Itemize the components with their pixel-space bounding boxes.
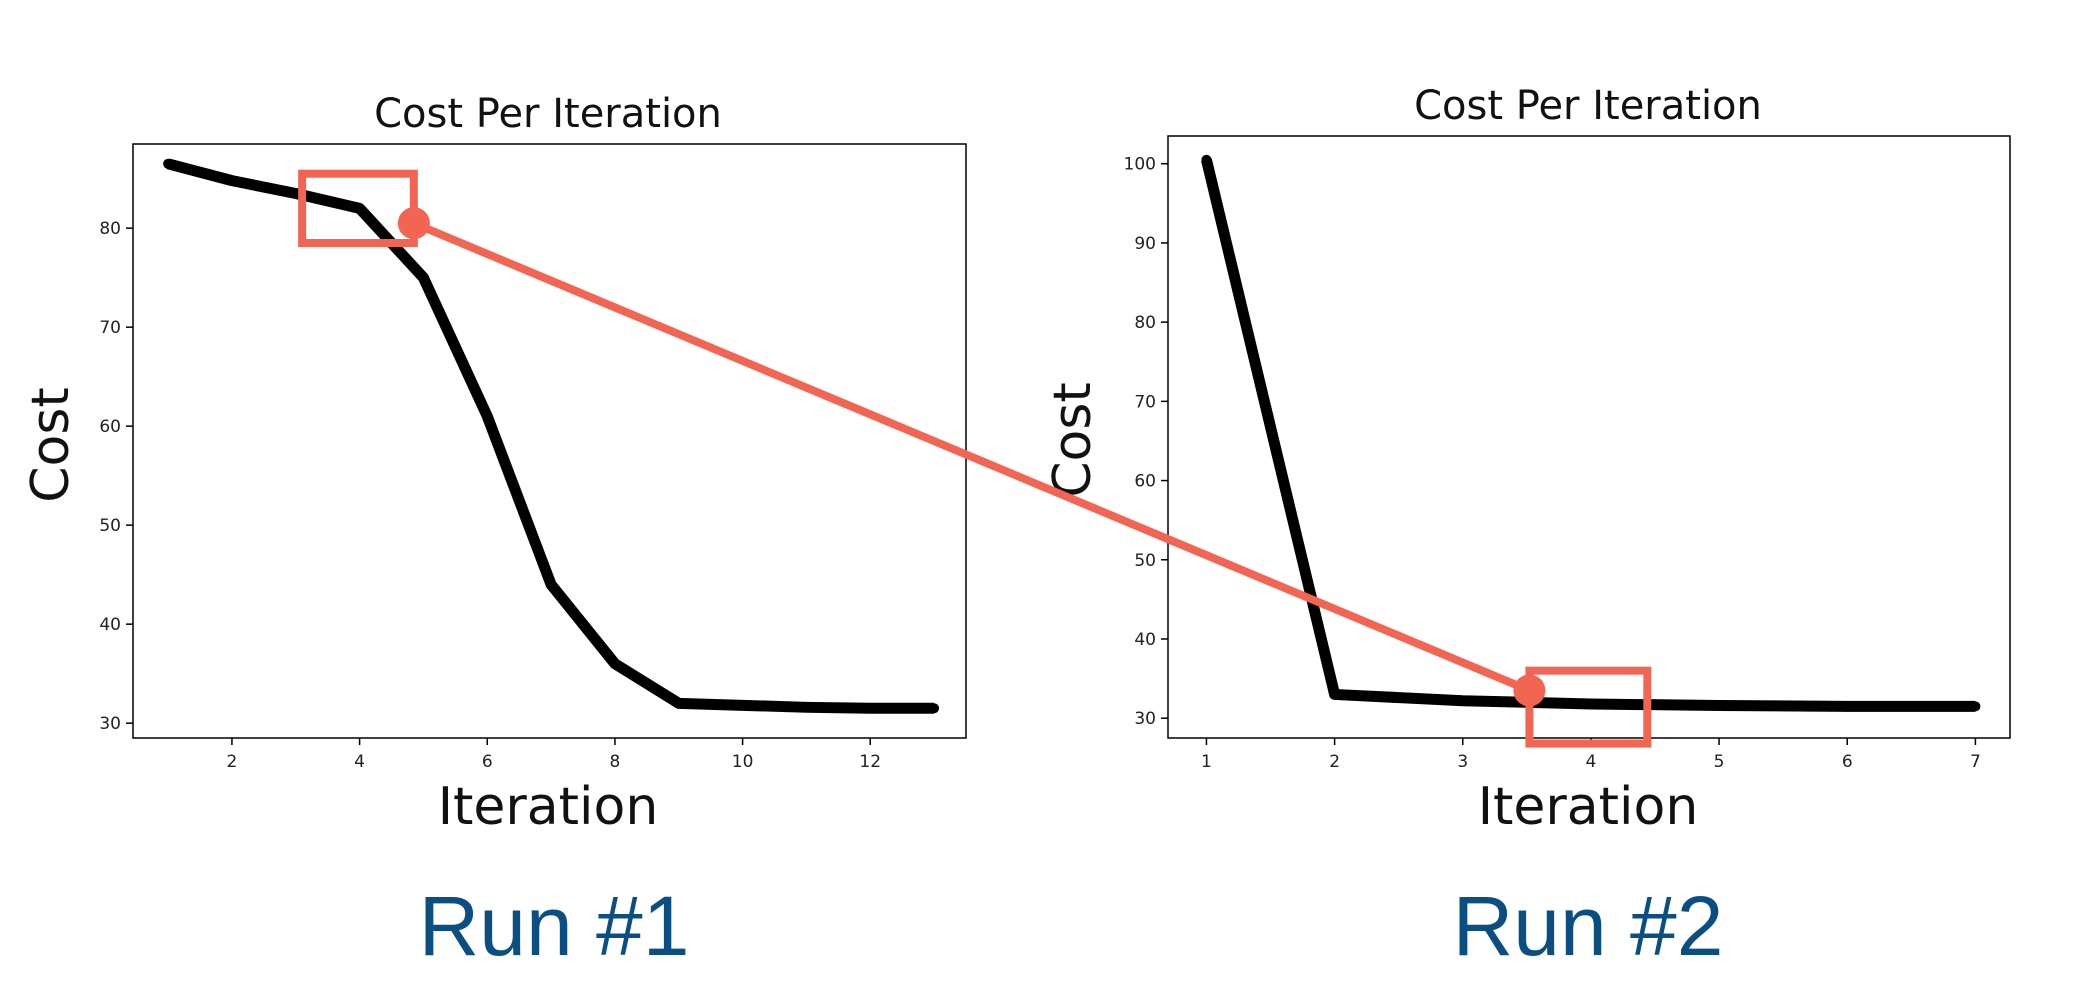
data-point — [354, 203, 365, 214]
data-point — [1457, 695, 1468, 706]
x-axis: 2 4 6 8 10 12 — [227, 738, 881, 772]
chart-title: Cost Per Iteration — [374, 91, 722, 137]
run-label: Run #1 — [419, 879, 690, 973]
x-tick-label: 8 — [610, 752, 621, 772]
data-points — [1201, 154, 1981, 712]
chart-run-2: Cost Per Iteration 30 40 50 60 70 80 90 100 1 2 3… — [1043, 83, 2011, 973]
data-point — [737, 700, 748, 711]
chart-title: Cost Per Iteration — [1414, 83, 1762, 129]
data-points — [163, 158, 940, 714]
y-tick-label: 100 — [1124, 155, 1156, 175]
y-tick-label: 90 — [1134, 234, 1156, 254]
connector-marker-start — [397, 207, 430, 240]
x-tick-label: 6 — [1842, 752, 1853, 772]
data-point — [546, 579, 557, 590]
data-point — [418, 272, 429, 283]
highlight-box — [1525, 666, 1652, 748]
data-point — [801, 702, 812, 713]
x-tick-label: 7 — [1970, 752, 1981, 772]
y-tick-label: 80 — [99, 219, 121, 239]
data-point — [1714, 700, 1725, 711]
data-point — [865, 703, 876, 714]
x-axis-label: Iteration — [438, 777, 659, 837]
data-point — [1970, 701, 1981, 712]
y-tick-label: 30 — [1134, 709, 1156, 729]
cost-series-line — [166, 158, 935, 714]
y-tick-label: 60 — [99, 417, 121, 437]
y-tick-label: 50 — [1134, 551, 1156, 571]
y-tick-label: 50 — [99, 516, 121, 536]
connector-marker-end — [1513, 674, 1546, 707]
plot-frame — [1167, 135, 2011, 739]
data-point — [226, 175, 237, 186]
data-point — [482, 411, 493, 422]
x-tick-label: 2 — [1329, 752, 1340, 772]
x-tick-label: 12 — [859, 752, 881, 772]
y-tick-label: 70 — [99, 318, 121, 338]
plot-frame — [132, 143, 967, 739]
data-point — [1329, 689, 1340, 700]
chart-run-1: Cost Per Iteration 30 40 50 60 70 80 2 4 6 8 10 12… — [21, 91, 967, 973]
x-axis-label: Iteration — [1478, 777, 1699, 837]
x-tick-label: 10 — [732, 752, 754, 772]
y-tick-label: 40 — [99, 615, 121, 635]
run-label: Run #2 — [1453, 879, 1724, 973]
y-tick-label: 30 — [99, 714, 121, 734]
x-tick-label: 2 — [227, 752, 238, 772]
data-point — [1201, 154, 1212, 165]
data-point — [673, 698, 684, 709]
y-tick-label: 70 — [1134, 392, 1156, 412]
y-axis-label: Cost — [21, 387, 81, 503]
data-point — [929, 703, 940, 714]
y-tick-label: 80 — [1134, 313, 1156, 333]
x-tick-label: 1 — [1201, 752, 1212, 772]
data-point — [163, 158, 174, 169]
x-tick-label: 3 — [1457, 752, 1468, 772]
y-tick-label: 40 — [1134, 630, 1156, 650]
connector-line — [409, 219, 1534, 695]
y-axis-label: Cost — [1043, 382, 1103, 498]
data-point — [1842, 701, 1853, 712]
x-tick-label: 5 — [1714, 752, 1725, 772]
data-point — [1585, 698, 1596, 709]
x-axis: 1 2 3 4 5 6 7 — [1201, 738, 1981, 772]
y-tick-label: 60 — [1134, 472, 1156, 492]
y-axis: 30 40 50 60 70 80 90 100 — [1124, 155, 1168, 729]
cost-series-line — [1201, 158, 1976, 712]
x-tick-label: 4 — [354, 752, 365, 772]
x-tick-label: 4 — [1586, 752, 1597, 772]
data-point — [609, 658, 620, 669]
x-tick-label: 6 — [482, 752, 493, 772]
y-axis: 30 40 50 60 70 80 — [99, 219, 133, 734]
